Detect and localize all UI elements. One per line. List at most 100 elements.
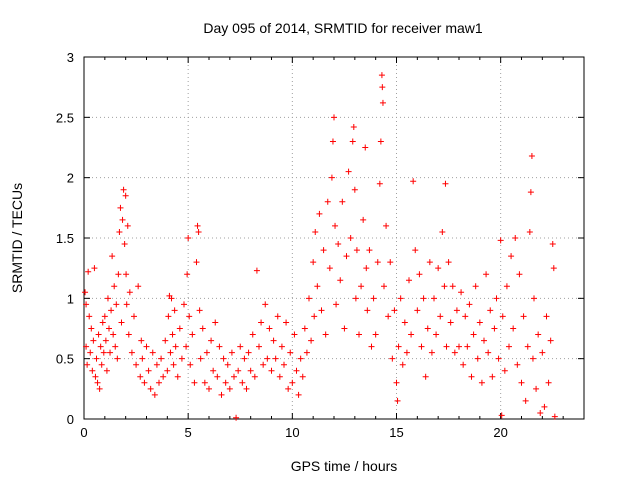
data-point	[431, 295, 437, 302]
data-point	[178, 355, 185, 362]
data-point	[262, 301, 269, 308]
data-point	[314, 283, 321, 290]
data-point	[95, 331, 102, 338]
data-point	[100, 349, 107, 356]
data-point	[201, 379, 208, 386]
data-point	[310, 259, 317, 266]
data-point	[156, 379, 162, 386]
data-point	[274, 313, 281, 320]
data-point	[458, 289, 465, 296]
data-point	[116, 228, 123, 235]
data-point	[158, 355, 165, 362]
data-point	[343, 253, 350, 260]
data-point	[131, 313, 137, 320]
data-point	[272, 355, 279, 362]
data-point	[370, 295, 377, 302]
data-point	[460, 361, 467, 368]
data-point	[303, 349, 310, 356]
data-point	[253, 267, 260, 274]
data-point	[103, 367, 110, 374]
data-point	[356, 331, 362, 338]
data-point	[176, 325, 183, 332]
data-point	[212, 319, 219, 326]
data-point	[90, 337, 97, 344]
data-point	[186, 313, 193, 320]
data-point	[541, 403, 548, 410]
data-point	[442, 180, 449, 187]
data-point	[456, 343, 462, 350]
data-point	[363, 265, 370, 272]
data-point	[125, 331, 132, 338]
data-point	[203, 349, 210, 356]
data-point	[121, 241, 128, 248]
data-point	[439, 228, 446, 235]
data-point	[349, 138, 356, 145]
data-point	[184, 271, 191, 278]
data-point	[533, 385, 540, 392]
data-point	[372, 331, 379, 338]
data-point	[107, 349, 114, 356]
data-point	[320, 247, 327, 254]
data-point	[102, 337, 109, 344]
data-point	[193, 259, 200, 266]
data-point	[270, 337, 277, 344]
data-point	[424, 325, 431, 332]
y-tick-label: 0	[67, 412, 74, 427]
data-point	[245, 349, 252, 356]
data-point	[333, 301, 340, 308]
data-point	[516, 271, 523, 278]
data-point	[341, 325, 348, 332]
data-point	[260, 361, 267, 368]
data-point	[445, 259, 452, 266]
data-point	[237, 343, 244, 350]
data-point	[403, 349, 410, 356]
data-point	[299, 373, 306, 380]
data-point	[126, 289, 133, 296]
data-point	[408, 331, 415, 338]
data-point	[195, 228, 202, 235]
data-point	[497, 237, 504, 244]
data-point	[531, 295, 537, 302]
data-point	[545, 379, 552, 386]
data-point	[206, 385, 212, 392]
data-point	[135, 283, 142, 290]
data-point	[164, 367, 171, 374]
data-point	[287, 349, 294, 356]
data-point	[117, 204, 124, 211]
data-point	[420, 295, 427, 302]
data-point	[174, 373, 181, 380]
data-point	[233, 414, 240, 421]
data-point	[228, 349, 235, 356]
data-point	[187, 361, 194, 368]
data-point	[120, 186, 127, 193]
data-point	[397, 295, 404, 302]
data-point	[295, 391, 302, 398]
data-point	[412, 247, 419, 254]
data-point	[258, 319, 265, 326]
data-point	[123, 301, 130, 308]
data-point	[160, 373, 167, 380]
data-point	[149, 349, 156, 356]
data-point	[360, 216, 367, 223]
data-point	[364, 307, 371, 314]
data-point	[543, 313, 550, 320]
data-point	[353, 247, 360, 254]
data-points	[82, 72, 558, 421]
data-point	[101, 313, 108, 320]
chart-title: Day 095 of 2014, SRMTID for receiver maw…	[203, 20, 483, 36]
data-point	[335, 241, 342, 248]
data-point	[264, 355, 271, 362]
data-point	[377, 138, 384, 145]
data-point	[189, 331, 196, 338]
data-point	[389, 355, 396, 362]
data-point	[128, 349, 135, 356]
data-point	[83, 343, 90, 350]
data-point	[137, 373, 144, 380]
data-point	[526, 228, 533, 235]
data-point	[376, 180, 383, 187]
data-point	[308, 337, 315, 344]
data-point	[499, 313, 506, 320]
data-point	[86, 313, 93, 320]
data-point	[337, 277, 344, 284]
data-point	[518, 379, 525, 386]
